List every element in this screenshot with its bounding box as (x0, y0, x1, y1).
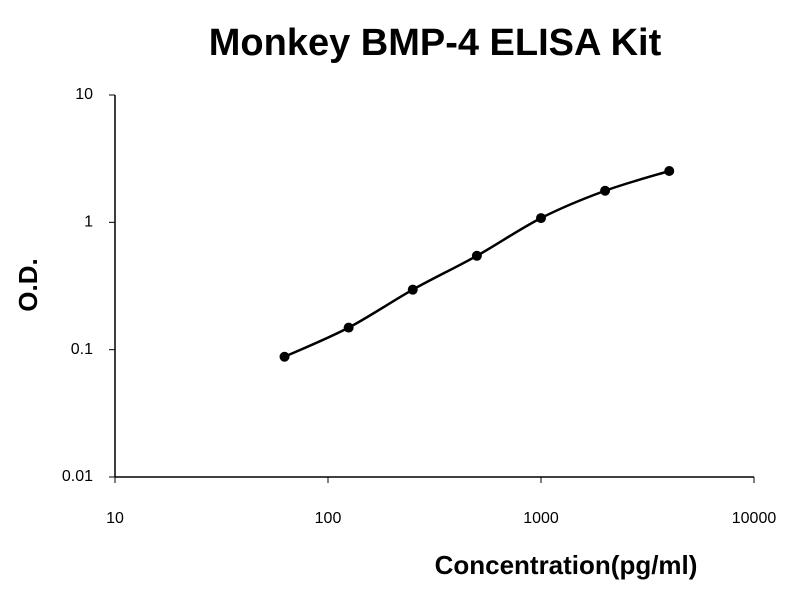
x-tick-label: 10000 (732, 510, 777, 527)
y-tick-label: 0.1 (71, 341, 93, 358)
x-tick-label: 100 (315, 510, 342, 527)
y-tick-label: 0.01 (62, 468, 93, 485)
x-tick-label: 1000 (523, 510, 559, 527)
data-point (407, 284, 418, 295)
y-tick-label: 10 (75, 86, 93, 103)
data-point (471, 250, 482, 261)
data-point (279, 351, 290, 362)
data-point (343, 322, 354, 333)
fit-curve (284, 169, 670, 358)
data-point (536, 213, 546, 224)
x-tick-label: 10 (106, 510, 124, 527)
x-axis-label: Concentration(pg/ml) (435, 550, 698, 580)
y-tick-label: 1 (84, 214, 93, 231)
chart-title: Monkey BMP-4 ELISA Kit (209, 22, 662, 64)
data-point (664, 166, 675, 177)
y-axis-label: O.D. (13, 258, 43, 311)
data-point (600, 185, 611, 196)
